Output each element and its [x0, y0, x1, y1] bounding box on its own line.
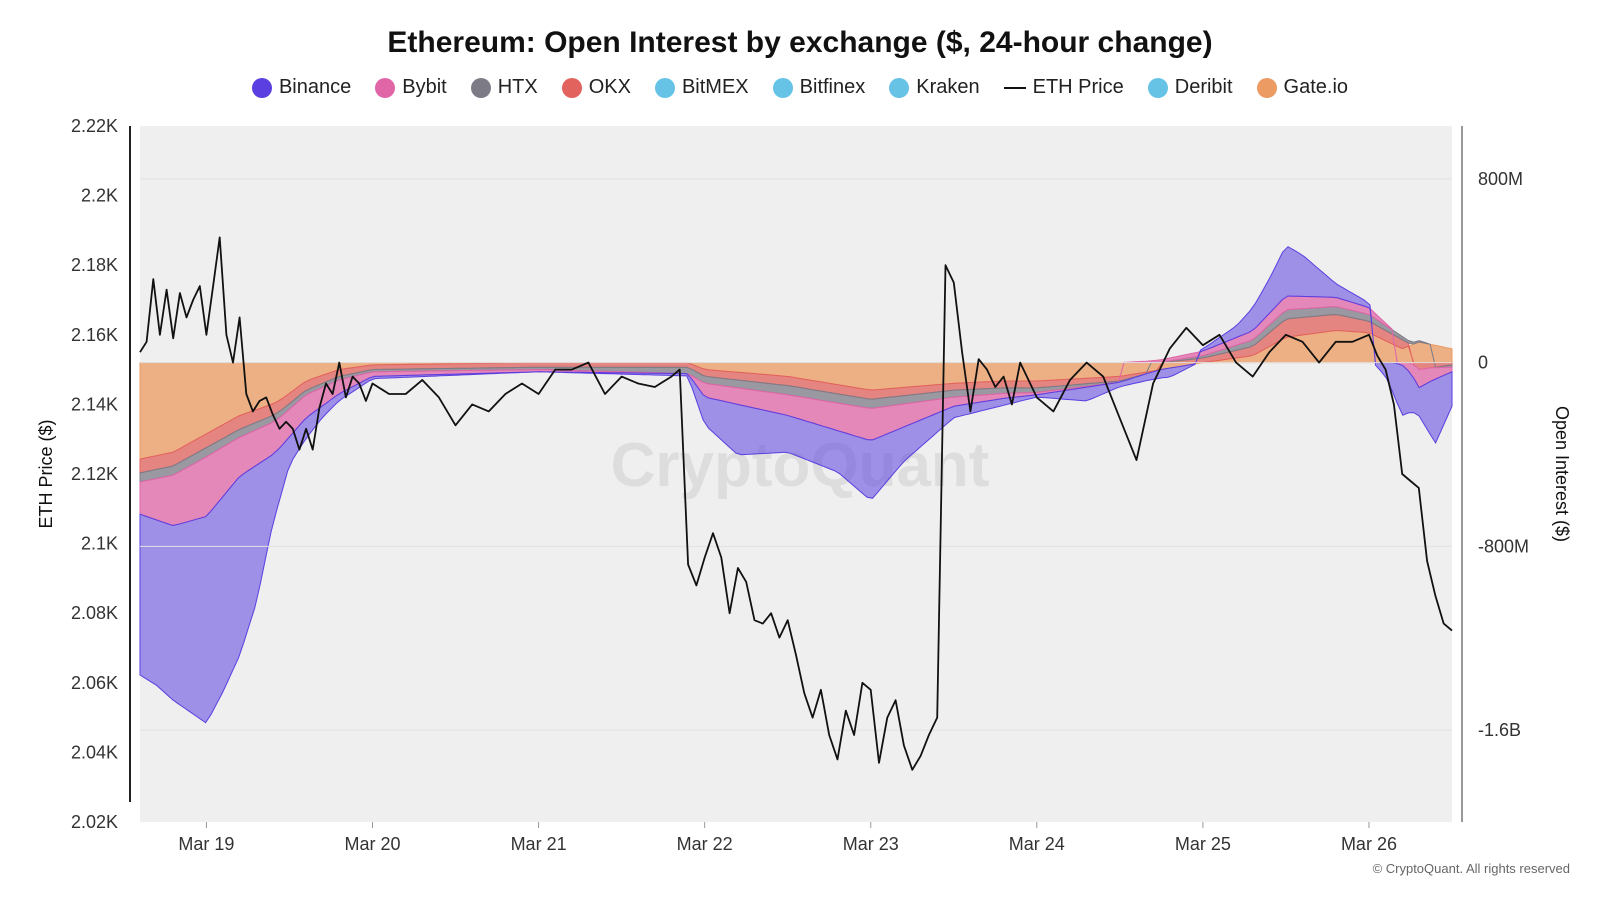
- legend-item-bybit[interactable]: Bybit: [375, 76, 447, 99]
- plot-background: [140, 126, 1452, 822]
- legend-item-binance[interactable]: Binance: [251, 76, 352, 99]
- y-left-tick-label: 2.22K: [71, 116, 118, 136]
- legend-label: Binance: [278, 76, 352, 98]
- y-right-tick-label: 0: [1478, 353, 1488, 373]
- legend-dot: [375, 77, 396, 98]
- legend-label: Bitfinex: [799, 76, 866, 98]
- x-tick-label: Mar 22: [677, 834, 733, 854]
- x-tick-label: Mar 21: [511, 834, 567, 854]
- legend-label: Deribit: [1174, 76, 1233, 98]
- legend-dot: [1147, 77, 1168, 98]
- y-left-tick-label: 2.2K: [81, 186, 118, 206]
- x-tick-label: Mar 25: [1175, 834, 1231, 854]
- y-left-tick-label: 2.02K: [71, 812, 118, 832]
- legend-item-bitmex[interactable]: BitMEX: [654, 76, 749, 99]
- legend-label: HTX: [497, 76, 538, 98]
- x-tick-label: Mar 26: [1341, 834, 1397, 854]
- legend-dot: [561, 77, 582, 98]
- legend-dot: [654, 77, 675, 98]
- legend-dot: [889, 77, 910, 98]
- grid-layer: [140, 178, 1452, 731]
- y-left-tick-label: 2.18K: [71, 255, 118, 275]
- y-left-tick-label: 2.04K: [71, 742, 118, 762]
- area-binance[interactable]: [139, 246, 1453, 724]
- legend-label: Kraken: [916, 76, 980, 98]
- legend-label: Gate.io: [1283, 76, 1349, 98]
- legend: Binance Bybit HTX OKX BitMEX Bitfinex Kraken ET…: [0, 76, 1600, 99]
- y-left-tick-label: 2.1K: [81, 534, 118, 554]
- legend-label: BitMEX: [681, 76, 749, 98]
- legend-line-swatch: [1003, 86, 1026, 89]
- y-right-tick-label: -1.6B: [1478, 720, 1521, 740]
- legend-item-bitfinex[interactable]: Bitfinex: [772, 76, 866, 99]
- legend-item-htx[interactable]: HTX: [470, 76, 538, 99]
- copyright: © CryptoQuant. All rights reserved: [1372, 861, 1570, 876]
- y-right-tick-label: -800M: [1478, 536, 1529, 556]
- legend-item-gate-io[interactable]: Gate.io: [1256, 76, 1349, 99]
- y-left-tick-label: 2.16K: [71, 325, 118, 345]
- x-tick-label: Mar 23: [843, 834, 899, 854]
- legend-item-okx[interactable]: OKX: [561, 76, 631, 99]
- y-right-axis-title: Open Interest ($): [1552, 406, 1572, 542]
- legend-label: Bybit: [402, 76, 447, 98]
- legend-label: ETH Price: [1032, 76, 1124, 98]
- x-tick-label: Mar 24: [1009, 834, 1065, 854]
- legend-dot: [1256, 77, 1277, 98]
- eth-price-line[interactable]: [139, 236, 1453, 771]
- legend-item-deribit[interactable]: Deribit: [1147, 76, 1233, 99]
- legend-dot: [470, 77, 491, 98]
- legend-dot: [251, 77, 272, 98]
- y-left-tick-label: 2.06K: [71, 673, 118, 693]
- legend-label: OKX: [588, 76, 631, 98]
- legend-item-kraken[interactable]: Kraken: [889, 76, 980, 99]
- x-tick-label: Mar 20: [344, 834, 400, 854]
- chart-title: Ethereum: Open Interest by exchange ($, …: [387, 26, 1213, 59]
- y-left-axis-title: ETH Price ($): [36, 419, 56, 528]
- y-right-tick-label: 800M: [1478, 169, 1523, 189]
- legend-dot: [772, 77, 793, 98]
- price-line-layer: [139, 236, 1453, 771]
- y-left-tick-label: 2.08K: [71, 603, 118, 623]
- y-left-tick-label: 2.14K: [71, 394, 118, 414]
- legend-item-eth-price[interactable]: ETH Price: [1003, 76, 1124, 99]
- axes-layer: 2.22K 2.2K 2.18K 2.16K 2.14K 2.12K 2.1K 2.08K 2.…: [71, 116, 1529, 854]
- y-left-tick-label: 2.12K: [71, 464, 118, 484]
- x-tick-label: Mar 19: [178, 834, 234, 854]
